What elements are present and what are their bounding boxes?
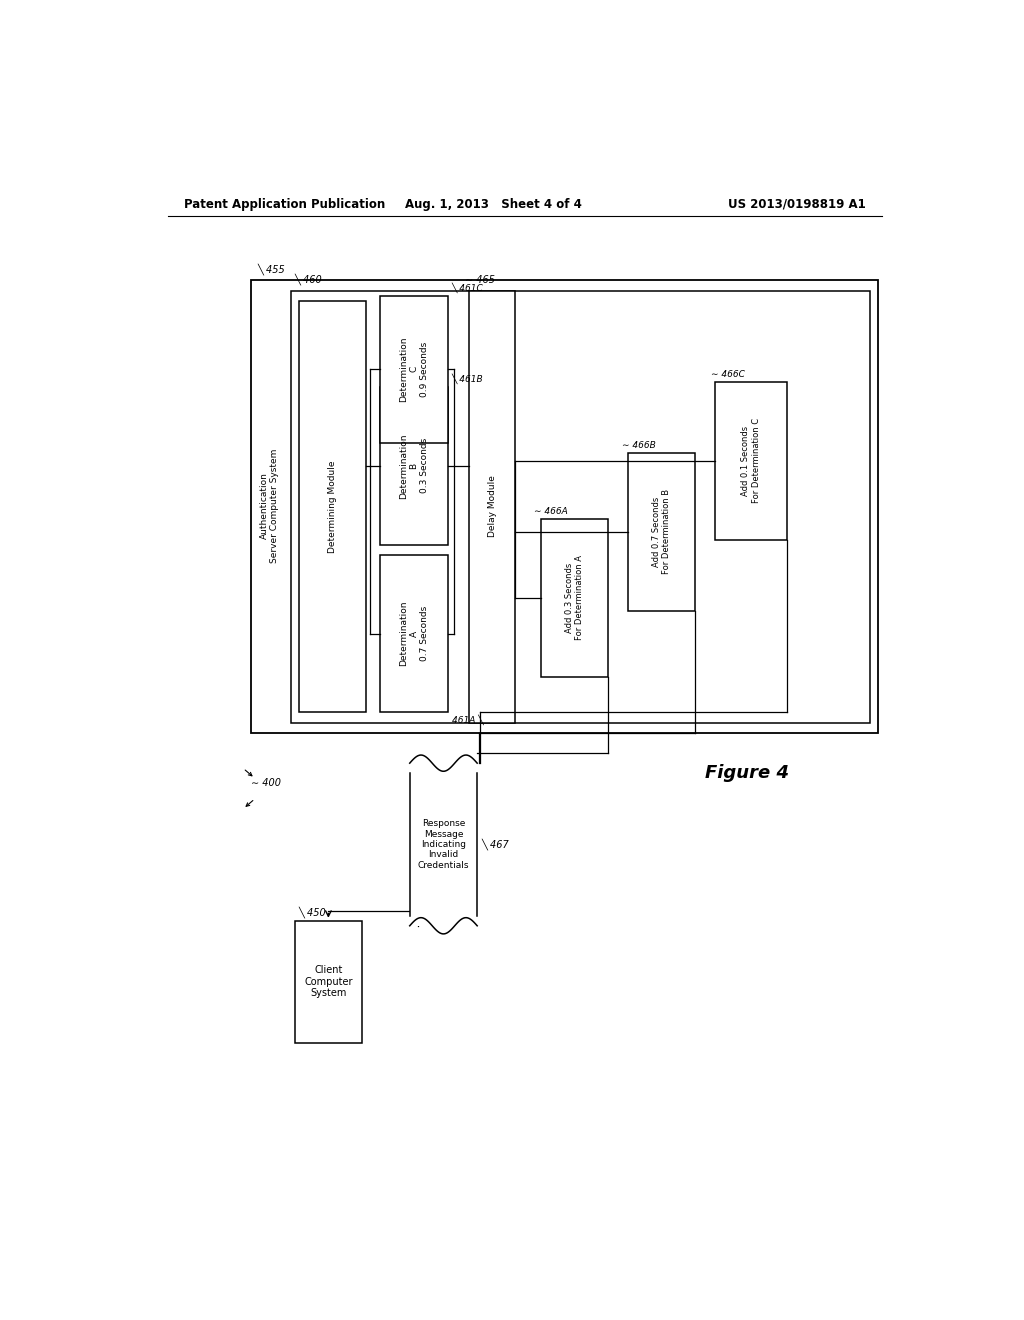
Text: ╲ 460: ╲ 460 [295,273,323,285]
Text: Aug. 1, 2013   Sheet 4 of 4: Aug. 1, 2013 Sheet 4 of 4 [404,198,582,211]
Text: Add 0.3 Seconds
For Determination A: Add 0.3 Seconds For Determination A [564,556,584,640]
Text: Delay Module: Delay Module [487,475,497,537]
FancyBboxPatch shape [380,296,447,444]
FancyBboxPatch shape [715,381,786,540]
FancyBboxPatch shape [299,301,367,713]
FancyBboxPatch shape [628,453,695,611]
Text: Add 0.7 Seconds
For Determination B: Add 0.7 Seconds For Determination B [652,490,672,574]
FancyBboxPatch shape [410,763,477,925]
FancyBboxPatch shape [291,290,870,722]
Text: Determination
C
0.9 Seconds: Determination C 0.9 Seconds [399,337,429,403]
FancyBboxPatch shape [380,387,447,545]
Text: Figure 4: Figure 4 [705,764,790,783]
FancyBboxPatch shape [251,280,878,733]
Text: ╲ 461B: ╲ 461B [452,374,483,384]
FancyBboxPatch shape [469,290,515,722]
Text: Determination
B
0.3 Seconds: Determination B 0.3 Seconds [399,433,429,499]
Text: Client
Computer
System: Client Computer System [304,965,352,998]
FancyBboxPatch shape [295,921,362,1043]
Text: US 2013/0198819 A1: US 2013/0198819 A1 [728,198,866,211]
Text: ∼ 466C: ∼ 466C [712,370,745,379]
Text: Patent Application Publication: Patent Application Publication [183,198,385,211]
Text: ∼ 400: ∼ 400 [251,779,281,788]
Text: Determining Module: Determining Module [328,461,337,553]
Text: ╲ 455: ╲ 455 [257,264,285,276]
Text: Determination
A
0.7 Seconds: Determination A 0.7 Seconds [399,601,429,667]
Text: Add 0.1 Seconds
For Determination C: Add 0.1 Seconds For Determination C [741,418,761,503]
Text: Authentication
Server Computer System: Authentication Server Computer System [259,449,279,564]
Text: ∼ 466B: ∼ 466B [622,441,655,450]
FancyBboxPatch shape [541,519,608,677]
Text: ∼ 466A: ∼ 466A [535,507,568,516]
Text: ╲ 450: ╲ 450 [299,906,327,917]
Text: Response
Message
Indicating
Invalid
Credentials: Response Message Indicating Invalid Cred… [418,820,469,870]
FancyBboxPatch shape [380,554,447,713]
Text: ╲ 461C: ╲ 461C [452,282,483,293]
Text: ∼ 465: ∼ 465 [465,276,496,285]
Text: 461A ╲: 461A ╲ [452,714,483,725]
Text: ╲ 467: ╲ 467 [481,838,509,850]
